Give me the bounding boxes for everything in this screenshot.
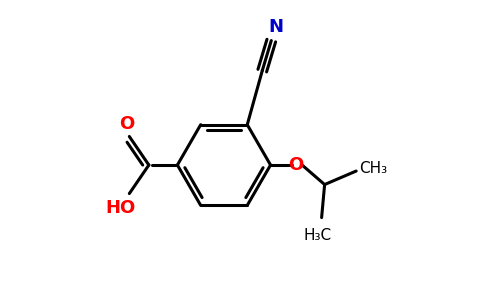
Text: O: O	[288, 156, 303, 174]
Text: O: O	[119, 115, 134, 133]
Text: H₃C: H₃C	[303, 227, 331, 242]
Text: HO: HO	[105, 199, 136, 217]
Text: N: N	[268, 18, 283, 36]
Text: CH₃: CH₃	[359, 160, 387, 175]
